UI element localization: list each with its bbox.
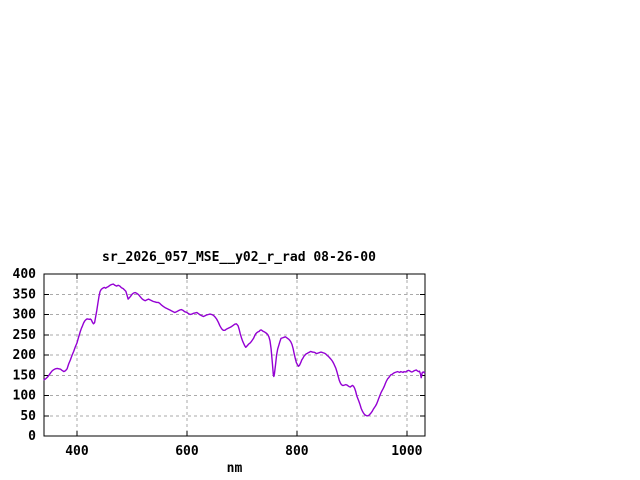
- x-tick-label: 600: [175, 444, 199, 459]
- x-tick-label: 400: [65, 444, 89, 459]
- y-tick-label: 0: [28, 429, 36, 444]
- y-tick-label: 300: [13, 308, 37, 323]
- chart-title: sr_2026_057_MSE__y02_r_rad 08-26-00: [102, 250, 376, 265]
- y-tick-label: 50: [20, 409, 36, 424]
- y-tick-label: 200: [13, 348, 37, 363]
- spectrum-line: [43, 283, 426, 417]
- y-tick-label: 250: [13, 328, 37, 343]
- y-tick-label: 400: [13, 267, 37, 282]
- y-tick-label: 350: [13, 287, 37, 302]
- y-tick-label: 100: [13, 389, 37, 404]
- x-tick-label: 1000: [391, 444, 422, 459]
- x-axis-label: nm: [226, 461, 243, 476]
- y-tick-label: 150: [13, 368, 37, 383]
- plot-border: [43, 273, 426, 437]
- x-tick-label: 800: [285, 444, 309, 459]
